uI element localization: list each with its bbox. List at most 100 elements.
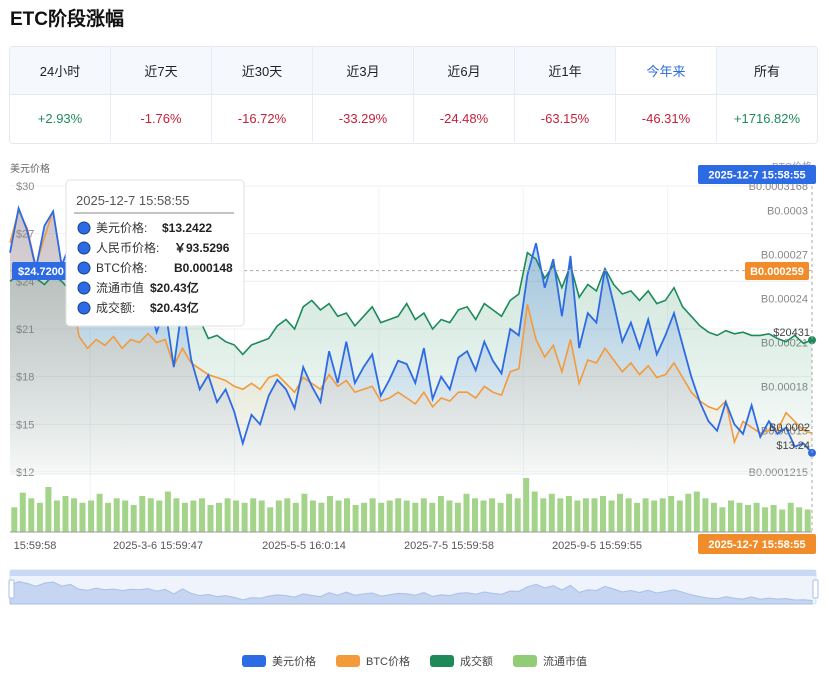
tooltip-row-value: $20.43亿	[150, 280, 199, 295]
volume-bar	[45, 487, 52, 532]
crosshair-label-usd-bg	[12, 262, 70, 280]
volume-bar	[275, 500, 282, 532]
volume-bar	[378, 502, 385, 533]
volume-bar	[62, 496, 69, 532]
change-all: +1716.82%	[733, 111, 801, 126]
series-line-btc	[9, 208, 813, 445]
volume-bar	[164, 491, 171, 532]
volume-bar	[327, 496, 333, 532]
volume-bar	[736, 502, 743, 533]
volume-bar	[79, 502, 86, 533]
volume-bar	[565, 496, 572, 532]
end-label-btc: B0.0002	[769, 422, 810, 434]
volume-bar	[284, 498, 291, 533]
volume-bar	[719, 507, 726, 533]
x-tick-label: 2025-9-5 15:59:55	[552, 540, 642, 552]
change-1y: -63.15%	[515, 95, 616, 142]
volume-bar	[267, 507, 274, 533]
tab-3m[interactable]: 近3月	[313, 47, 414, 94]
price-chart[interactable]: 美元价格BTC价格$30$27$24$21$18$15$12B0.0003168…	[0, 150, 829, 650]
volume-bar	[668, 496, 675, 532]
volume-bar	[386, 500, 393, 532]
volume-bar	[36, 502, 43, 533]
volume-bar	[241, 502, 248, 533]
volume-bar	[591, 498, 598, 533]
tab-ytd[interactable]: 今年来	[616, 47, 717, 94]
tooltip-row-value: $13.2422	[162, 221, 212, 235]
legend-swatch-market-cap	[513, 655, 537, 667]
chart-legend: 美元价格 BTC价格 成交额 流通市值	[0, 653, 829, 669]
volume-bar	[361, 502, 368, 533]
volume-bar	[318, 502, 325, 533]
legend-label-volume: 成交额	[460, 656, 493, 668]
volume-bar	[617, 493, 623, 533]
period-tabs: 24小时 近7天 近30天 近3月 近6月 近1年 今年来 所有	[10, 47, 817, 95]
crosshair-label-usd: $24.7200	[18, 266, 64, 278]
volume-bar	[105, 502, 112, 533]
volume-bar	[642, 498, 649, 533]
change-ytd: -46.31%	[616, 95, 717, 142]
tab-1y[interactable]: 近1年	[515, 47, 616, 94]
volume-bar	[753, 502, 760, 533]
volume-bar	[216, 502, 222, 533]
volume-bar	[199, 498, 205, 533]
volume-bar	[523, 478, 530, 532]
legend-item-volume[interactable]: 成交额	[430, 653, 493, 669]
tooltip-marker	[77, 221, 91, 235]
volume-bar	[352, 505, 359, 532]
volume-bar	[745, 505, 751, 532]
tab-7d[interactable]: 近7天	[111, 47, 212, 94]
change-6m: -24.48%	[414, 95, 515, 142]
volume-bar	[548, 493, 555, 533]
tooltip-row-label: 美元价格:	[96, 220, 147, 235]
x-tick-label: 2025-5-5 16:0:14	[262, 540, 346, 552]
y-tick-label-right: B0.0003	[767, 206, 808, 218]
legend-item-usd[interactable]: 美元价格	[242, 653, 316, 669]
tooltip-row-label: BTC价格:	[96, 260, 147, 275]
end-label-usd: $13.24	[776, 440, 810, 452]
y-tick-label-right: B0.00024	[761, 293, 808, 305]
volume-bar	[309, 500, 316, 532]
volume-bar	[728, 500, 734, 532]
series-end-dot-volume	[808, 336, 816, 345]
volume-bar	[28, 498, 35, 533]
tab-all[interactable]: 所有	[753, 64, 780, 79]
legend-label-btc: BTC价格	[366, 656, 410, 668]
volume-bar	[344, 498, 350, 533]
legend-item-market-cap[interactable]: 流通市值	[513, 653, 587, 669]
tooltip-date: 2025-12-7 15:58:55	[76, 193, 189, 208]
tab-24h[interactable]: 24小时	[10, 47, 111, 94]
volume-bar	[250, 498, 257, 533]
tooltip-marker	[77, 261, 91, 275]
legend-item-btc[interactable]: BTC价格	[336, 653, 410, 669]
x-tick-label: 15:59:58	[14, 540, 57, 552]
x-tick-label: 2025-7-5 15:59:58	[404, 540, 494, 552]
zoom-handle-left	[8, 579, 15, 599]
volume-bar	[531, 491, 538, 532]
volume-bar	[489, 498, 496, 533]
volume-bar	[113, 498, 120, 533]
period-change-table: 24小时 近7天 近30天 近3月 近6月 近1年 今年来 所有 +2.93% …	[9, 46, 818, 144]
crosshair-label-x-bg	[698, 534, 816, 554]
tooltip-marker	[77, 281, 91, 295]
tooltip-row-label: 成交额:	[96, 300, 135, 315]
volume-bar	[156, 500, 163, 532]
legend-swatch-btc	[336, 655, 360, 667]
volume-bar	[514, 498, 521, 533]
volume-bar	[651, 500, 658, 532]
volume-bar	[506, 493, 513, 533]
volume-bar	[582, 498, 589, 533]
volume-bar	[224, 498, 231, 533]
tooltip-row-value: B0.000148	[174, 261, 233, 275]
volume-bar	[480, 500, 487, 532]
volume-bar	[130, 505, 137, 532]
volume-bar	[122, 500, 129, 532]
period-values: +2.93% -1.76% -16.72% -33.29% -24.48% -6…	[10, 95, 817, 142]
tab-6m[interactable]: 近6月	[414, 47, 515, 94]
volume-bar	[412, 502, 419, 533]
tooltip-marker	[77, 241, 91, 255]
tab-30d[interactable]: 近30天	[212, 47, 313, 94]
volume-bar	[53, 500, 60, 532]
tooltip-box	[65, 179, 245, 327]
volume-bar	[335, 500, 342, 532]
